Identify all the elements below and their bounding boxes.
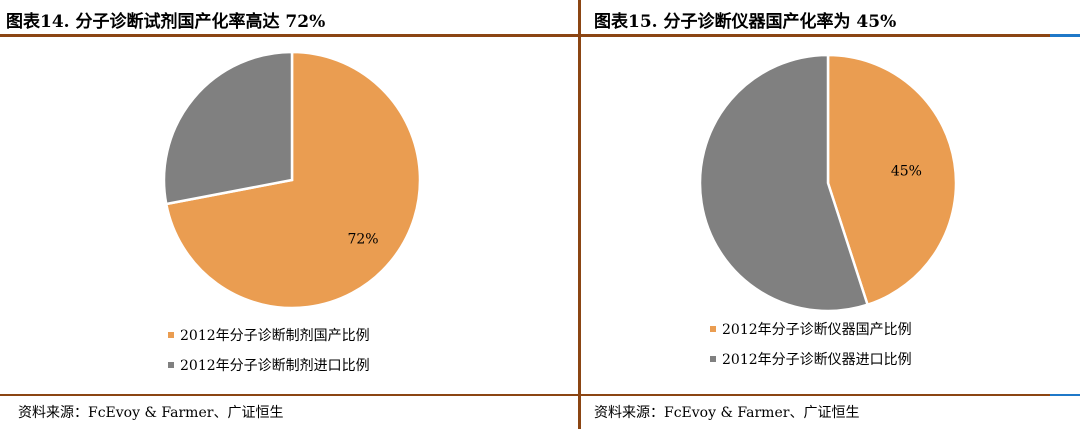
accent-line <box>1050 394 1080 396</box>
legend-right: 2012年分子诊断仪器国产比例 2012年分子诊断仪器进口比例 <box>710 314 912 374</box>
legend-item: 2012年分子诊断制剂进口比例 <box>168 350 370 380</box>
title-rule <box>580 34 1050 37</box>
chart-panel-right: 图表15. 分子诊断仪器国产化率为 45% 45% 2012年分子诊断仪器国产比… <box>580 0 1080 429</box>
source-note: 资料来源：FcEvoy & Farmer、广证恒生 <box>594 405 860 421</box>
source-rule <box>580 394 1050 396</box>
legend-swatch <box>710 356 716 362</box>
pie-slice-1 <box>698 53 870 313</box>
panel-divider <box>578 0 581 429</box>
pie-chart-left: 72% <box>162 50 422 310</box>
legend-item: 2012年分子诊断仪器国产比例 <box>710 314 912 344</box>
data-label: 45% <box>891 164 922 180</box>
legend-swatch <box>168 362 174 368</box>
data-label: 72% <box>347 232 378 248</box>
legend-swatch <box>710 326 716 332</box>
legend-left: 2012年分子诊断制剂国产比例 2012年分子诊断制剂进口比例 <box>168 320 370 380</box>
pie-chart-right: 45% <box>698 53 958 313</box>
chart-title: 图表15. 分子诊断仪器国产化率为 45% <box>594 12 897 32</box>
pie-slice-0 <box>826 53 958 307</box>
legend-label: 2012年分子诊断制剂进口比例 <box>180 358 370 374</box>
pie-slice-1 <box>162 50 294 206</box>
source-note: 资料来源：FcEvoy & Farmer、广证恒生 <box>18 405 284 421</box>
chart-panel-left: 图表14. 分子诊断试剂国产化率高达 72% 72% 2012年分子诊断制剂国产… <box>0 12 578 421</box>
title-rule <box>0 34 578 37</box>
legend-label: 2012年分子诊断仪器国产比例 <box>722 322 912 338</box>
chart-title: 图表14. 分子诊断试剂国产化率高达 72% <box>6 12 326 32</box>
accent-line <box>1050 34 1080 37</box>
legend-label: 2012年分子诊断仪器进口比例 <box>722 352 912 368</box>
legend-item: 2012年分子诊断仪器进口比例 <box>710 344 912 374</box>
legend-item: 2012年分子诊断制剂国产比例 <box>168 320 370 350</box>
legend-swatch <box>168 332 174 338</box>
legend-label: 2012年分子诊断制剂国产比例 <box>180 328 370 344</box>
source-rule <box>0 394 578 396</box>
